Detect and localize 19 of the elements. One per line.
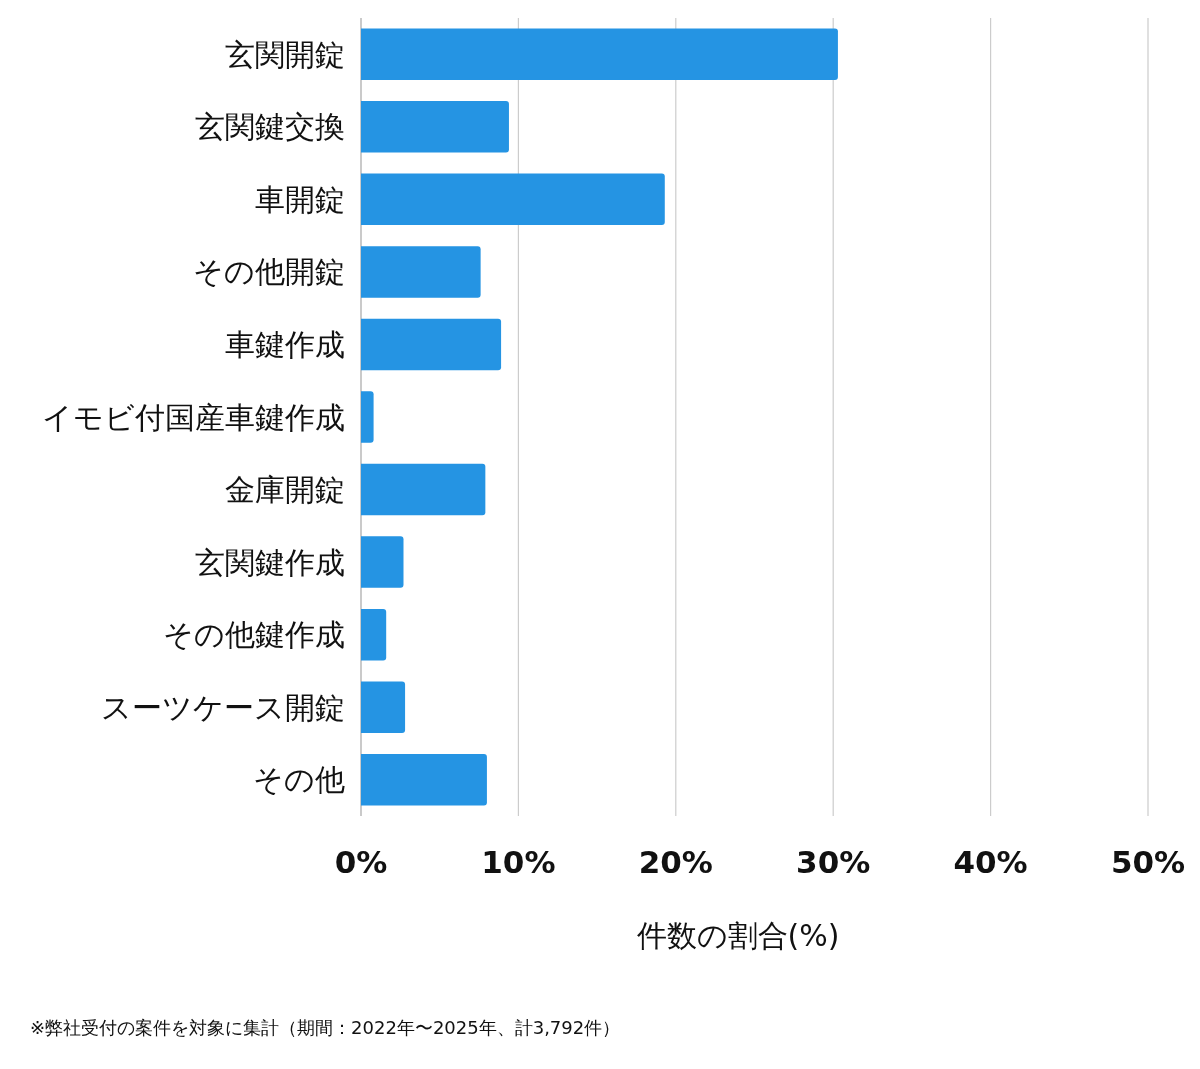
y-tick-label: スーツケース開錠 [101, 689, 345, 725]
x-axis-title: 件数の割合(%) [636, 917, 840, 953]
y-tick-label: 車開錠 [255, 181, 345, 217]
text: ※弊社受付の案件を対象に集計（期間：2022年〜2025年、計3,792件） [30, 1016, 621, 1038]
y-tick-label: その他開錠 [193, 254, 345, 290]
y-tick-label: 玄関開錠 [225, 36, 345, 72]
y-tick-label: 車鍵作成 [225, 326, 345, 362]
y-tick-label: 金庫開錠 [225, 472, 345, 508]
y-tick-label: その他鍵作成 [163, 617, 345, 653]
y-tick-label: 玄関鍵交換 [195, 109, 345, 145]
x-tick-label: 20% [638, 844, 713, 880]
y-tick-label: その他 [253, 762, 345, 798]
x-tick-label: 40% [953, 844, 1028, 880]
x-tick-label: 30% [796, 844, 871, 880]
y-tick-label: イモビ付国産車鍵作成 [42, 399, 345, 435]
x-tick-label: 0% [334, 844, 388, 880]
x-tick-label: 50% [1110, 844, 1186, 880]
x-tick-label: 10% [481, 844, 556, 880]
y-tick-label: 玄関鍵作成 [195, 544, 345, 580]
